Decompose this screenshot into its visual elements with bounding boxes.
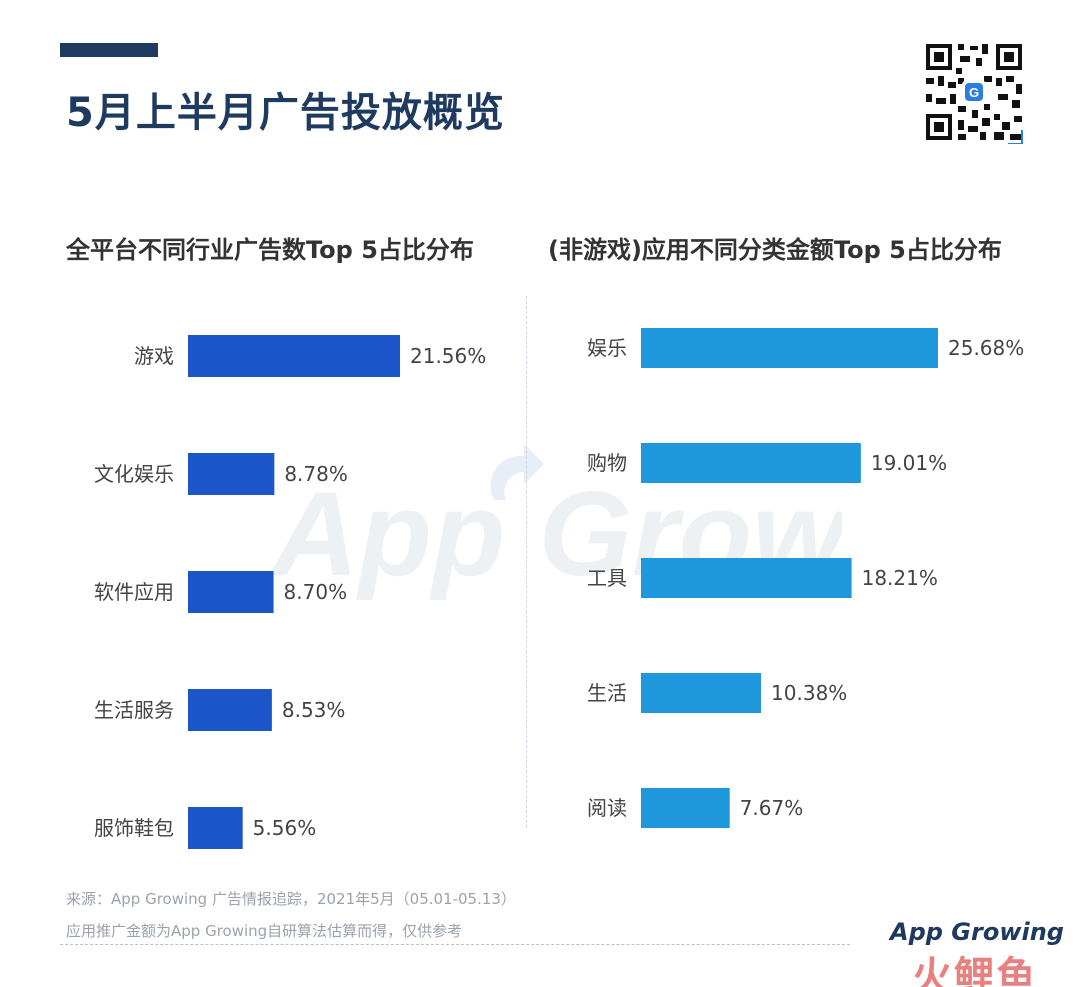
value-label: 19.01% [871,451,947,475]
category-label: 文化娱乐 [94,462,174,486]
bar [641,558,852,598]
bar [641,673,762,713]
value-label: 18.21% [862,566,938,590]
value-label: 5.56% [253,816,317,840]
bar [641,788,730,828]
category-label: 工具 [587,566,627,590]
left-chart-title: 全平台不同行业广告数Top 5占比分布 [66,236,474,264]
category-label: 娱乐 [587,336,627,360]
right-bar-chart: 娱乐 25.68% 购物 19.01% 工具 18.21% 生活 10.38% 阅读 7.67% [587,328,1024,828]
bar [188,571,274,613]
value-label: 21.56% [410,344,486,368]
category-label: 阅读 [587,796,627,820]
svg-text:G: G [969,85,979,100]
bar [641,328,938,368]
bar [188,689,272,731]
app-growing-logo: App Growing [890,918,1064,946]
site-watermark-stamp: 火鲤鱼 [912,954,1038,987]
category-label: 游戏 [134,344,174,368]
category-label: 生活服务 [94,698,174,722]
qr-code-icon: G [922,40,1026,144]
bar [641,443,861,483]
value-label: 8.70% [284,580,348,604]
value-label: 8.78% [284,462,348,486]
right-chart-title: (非游戏)应用不同分类金额Top 5占比分布 [548,236,1002,264]
category-label: 购物 [587,451,627,475]
chart-divider [526,296,527,828]
bar [188,807,243,849]
value-label: 8.53% [282,698,346,722]
category-label: 生活 [587,681,627,705]
value-label: 25.68% [948,336,1024,360]
category-label: 服饰鞋包 [94,816,174,840]
source-note: 来源：App Growing 广告情报追踪，2021年5月（05.01-05.1… [66,890,516,908]
bar [188,453,275,495]
disclaimer-note: 应用推广金额为App Growing自研算法估算而得，仅供参考 [66,922,463,940]
title-accent-bar [60,43,158,57]
value-label: 7.67% [740,796,804,820]
page-title: 5月上半月广告投放概览 [66,90,505,136]
footer-divider [60,944,850,945]
category-label: 软件应用 [94,580,174,604]
bar [188,335,400,377]
value-label: 10.38% [771,681,847,705]
left-bar-chart: 游戏 21.56% 文化娱乐 8.78% 软件应用 8.70% 生活服务 8.53% 服饰鞋包 5… [94,335,486,849]
